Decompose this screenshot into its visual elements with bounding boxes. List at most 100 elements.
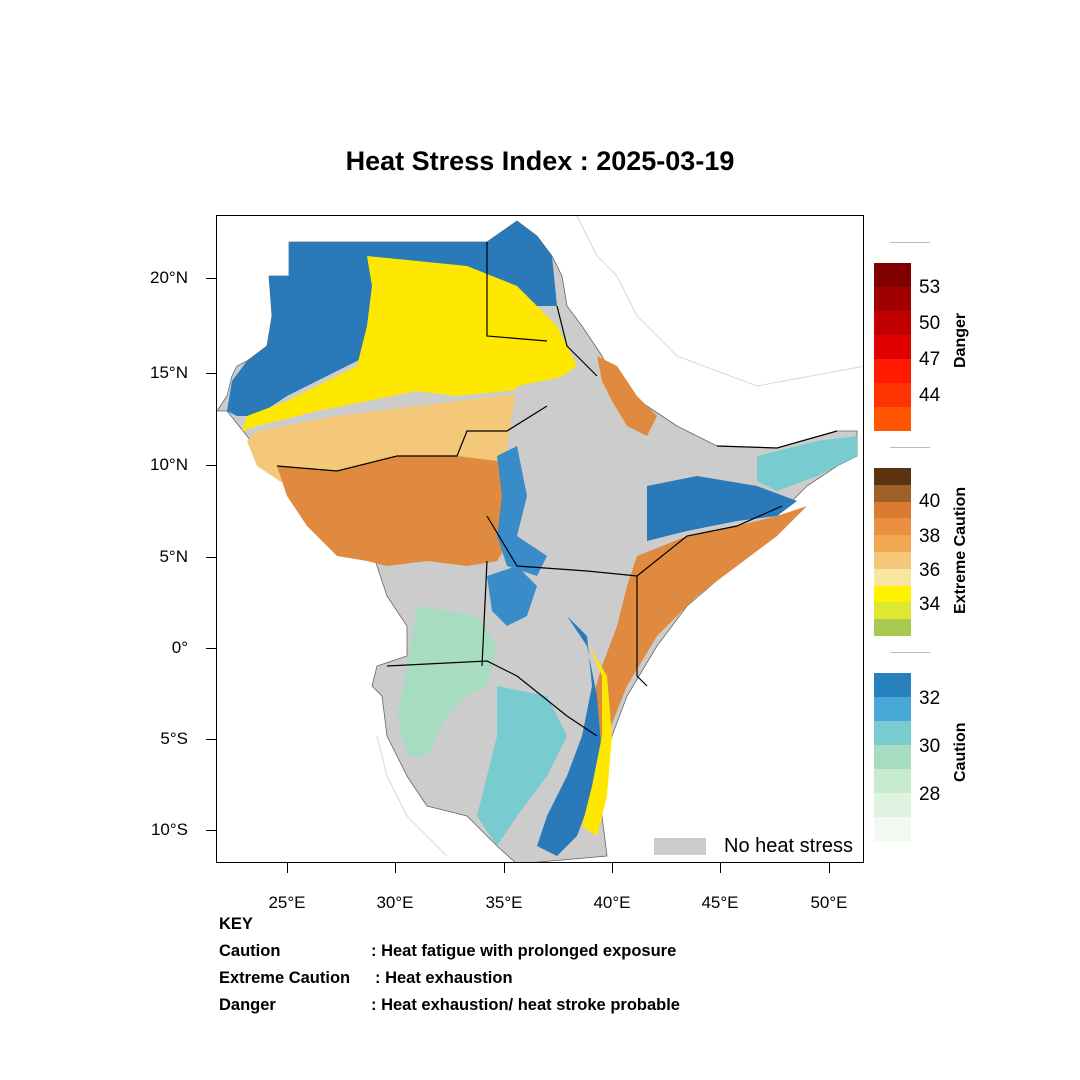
colorbar-segment — [874, 359, 911, 383]
map-title: Heat Stress Index : 2025-03-19 — [345, 146, 735, 176]
colorbar-extreme-caution-title: Extreme Caution — [952, 486, 969, 614]
colorbar-extreme-caution — [874, 468, 911, 636]
lat-tick — [206, 739, 216, 740]
key-desc: : Heat exhaustion/ heat stroke probable — [371, 996, 680, 1014]
lon-label-45e: 45°E — [701, 893, 739, 912]
extreme-tick: 34 — [919, 594, 941, 615]
coast-blue — [537, 616, 602, 856]
lon-label-35e: 35°E — [485, 893, 523, 912]
lat-tick — [206, 830, 216, 831]
key-row-danger: Danger : Heat exhaustion/ heat stroke pro… — [219, 996, 680, 1015]
extreme-tick: 36 — [919, 560, 941, 581]
colorbar-segment — [874, 407, 911, 431]
lat-label-5n: 5°N — [159, 547, 188, 566]
lon-tick — [829, 863, 830, 873]
colorbar-segment — [874, 769, 911, 793]
lon-label-25e: 25°E — [268, 893, 306, 912]
colorbar-segment — [874, 602, 911, 620]
colorbar-separator — [890, 242, 930, 243]
key-term: Caution — [219, 942, 281, 960]
ethiopia-highlands — [507, 376, 647, 546]
lon-label-50e: 50°E — [810, 893, 848, 912]
lat-tick — [206, 278, 216, 279]
horn-teal-tip — [757, 436, 857, 491]
colorbar-segment — [874, 263, 911, 287]
lon-label-40e: 40°E — [593, 893, 631, 912]
no-heat-stress-swatch — [654, 838, 707, 855]
colorbar-segment — [874, 311, 911, 335]
key-heading: KEY — [219, 915, 253, 933]
colorbar-segment — [874, 585, 911, 603]
colorbar-segment — [874, 721, 911, 745]
colorbar-segment — [874, 793, 911, 817]
lon-tick — [287, 863, 288, 873]
colorbar-segment — [874, 619, 911, 636]
lat-label-15n: 15°N — [150, 363, 188, 382]
lat-tick — [206, 373, 216, 374]
colorbar-segment — [874, 535, 911, 552]
colorbar-danger-title: Danger — [952, 312, 969, 368]
extreme-tick: 38 — [919, 526, 941, 547]
southern-teal — [397, 606, 497, 756]
lake-victoria-blue — [487, 566, 537, 626]
coast-yellow — [582, 646, 612, 836]
danger-tick: 50 — [919, 313, 941, 334]
yellow-band — [242, 256, 577, 431]
colorbar-segment — [874, 697, 911, 721]
southern-teal-2 — [477, 686, 567, 846]
colorbar-danger — [874, 263, 911, 431]
lon-tick — [720, 863, 721, 873]
map-svg — [217, 216, 863, 862]
colorbar-segment — [874, 484, 911, 502]
lat-tick — [206, 557, 216, 558]
colorbar-separator — [890, 447, 930, 448]
country-borders — [276, 242, 838, 737]
key-row-caution: Caution : Heat fatigue with prolonged exp… — [219, 942, 676, 961]
horn-blue-strip — [647, 476, 797, 541]
colorbar-segment — [874, 383, 911, 407]
danger-tick: 44 — [919, 385, 941, 406]
lat-tick — [206, 465, 216, 466]
colorbar-segment — [874, 673, 911, 697]
red-sea-coast-orange — [597, 356, 657, 436]
colorbar-segment — [874, 468, 911, 485]
colorbar-segment — [874, 568, 911, 586]
lon-tick — [395, 863, 396, 873]
colorbar-segment — [874, 501, 911, 519]
ethiopia-blue-edge — [497, 446, 547, 576]
danger-tick: 53 — [919, 277, 941, 298]
lon-tick — [612, 863, 613, 873]
colorbar-segment — [874, 551, 911, 569]
caution-tick: 28 — [919, 784, 941, 805]
colorbar-segment — [874, 518, 911, 536]
key-row-extreme-caution: Extreme Caution : Heat exhaustion — [219, 969, 513, 988]
no-heat-stress-label: No heat stress — [724, 835, 853, 857]
lat-label-0: 0° — [171, 638, 188, 657]
colorbar-caution-title: Caution — [952, 722, 969, 782]
colorbar-separator — [890, 652, 930, 653]
extreme-tick: 40 — [919, 491, 941, 512]
colorbar-segment — [874, 335, 911, 359]
lat-label-20n: 20°N — [150, 268, 188, 287]
lat-label-10s: 10°S — [150, 820, 188, 839]
caution-tick: 32 — [919, 688, 941, 709]
lon-tick — [504, 863, 505, 873]
lat-label-10n: 10°N — [150, 455, 188, 474]
map-frame: No heat stress — [216, 215, 864, 863]
caution-tick: 30 — [919, 736, 941, 757]
lon-label-30e: 30°E — [376, 893, 414, 912]
key-term: Extreme Caution — [219, 969, 351, 987]
colorbar-segment — [874, 745, 911, 769]
somalia-orange — [572, 506, 807, 816]
colorbar-segment — [874, 287, 911, 311]
lat-tick — [206, 648, 216, 649]
key-desc: : Heat exhaustion — [375, 969, 513, 987]
key-desc: : Heat fatigue with prolonged exposure — [371, 942, 677, 960]
key-term: Danger — [219, 996, 276, 1014]
colorbar-caution — [874, 673, 911, 841]
danger-tick: 47 — [919, 349, 941, 370]
orange-core — [277, 456, 517, 566]
no-heat-stress-legend: No heat stress — [654, 835, 853, 858]
lat-label-5s: 5°S — [160, 729, 188, 748]
